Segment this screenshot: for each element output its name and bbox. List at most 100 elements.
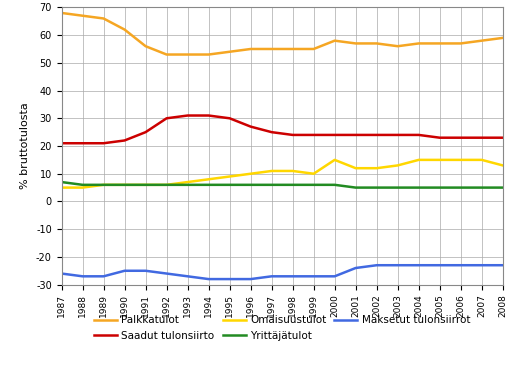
Yrittäjätulot xyxy=(164,183,170,187)
Omaisuustulot xyxy=(58,185,65,190)
Maksetut tulonsiirrot xyxy=(373,263,380,268)
Omaisuustulot xyxy=(227,174,233,179)
Legend: Palkkatulot, Saadut tulonsiirto, Omaisuustulot, Yrittäjätulot, Maksetut tulonsii: Palkkatulot, Saadut tulonsiirto, Omaisuu… xyxy=(94,315,470,340)
Saadut tulonsiirto xyxy=(248,124,254,129)
Omaisuustulot xyxy=(352,166,359,171)
Maksetut tulonsiirrot xyxy=(164,271,170,276)
Palkkatulot xyxy=(227,50,233,54)
Yrittäjätulot xyxy=(437,185,443,190)
Saadut tulonsiirto xyxy=(122,138,128,143)
Saadut tulonsiirto xyxy=(331,133,338,137)
Palkkatulot xyxy=(331,38,338,43)
Palkkatulot xyxy=(416,41,422,46)
Omaisuustulot xyxy=(373,166,380,171)
Omaisuustulot xyxy=(416,158,422,162)
Palkkatulot xyxy=(58,11,65,15)
Maksetut tulonsiirrot xyxy=(352,266,359,270)
Saadut tulonsiirto xyxy=(437,135,443,140)
Palkkatulot xyxy=(352,41,359,46)
Omaisuustulot xyxy=(289,169,295,173)
Yrittäjätulot xyxy=(80,183,86,187)
Palkkatulot xyxy=(289,47,295,51)
Y-axis label: % bruttotulosta: % bruttotulosta xyxy=(21,102,30,189)
Yrittäjätulot xyxy=(122,183,128,187)
Omaisuustulot xyxy=(500,163,506,168)
Line: Maksetut tulonsiirrot: Maksetut tulonsiirrot xyxy=(62,265,503,279)
Yrittäjätulot xyxy=(289,183,295,187)
Yrittäjätulot xyxy=(143,183,149,187)
Yrittäjätulot xyxy=(310,183,317,187)
Omaisuustulot xyxy=(479,158,485,162)
Saadut tulonsiirto xyxy=(416,133,422,137)
Yrittäjätulot xyxy=(185,183,191,187)
Maksetut tulonsiirrot xyxy=(248,277,254,281)
Yrittäjätulot xyxy=(373,185,380,190)
Maksetut tulonsiirrot xyxy=(101,274,107,279)
Yrittäjätulot xyxy=(227,183,233,187)
Maksetut tulonsiirrot xyxy=(479,263,485,268)
Omaisuustulot xyxy=(248,172,254,176)
Palkkatulot xyxy=(437,41,443,46)
Saadut tulonsiirto xyxy=(310,133,317,137)
Omaisuustulot xyxy=(310,172,317,176)
Palkkatulot xyxy=(248,47,254,51)
Omaisuustulot xyxy=(122,183,128,187)
Maksetut tulonsiirrot xyxy=(500,263,506,268)
Saadut tulonsiirto xyxy=(458,135,464,140)
Yrittäjätulot xyxy=(479,185,485,190)
Saadut tulonsiirto xyxy=(500,135,506,140)
Omaisuustulot xyxy=(164,183,170,187)
Maksetut tulonsiirrot xyxy=(310,274,317,279)
Palkkatulot xyxy=(164,52,170,57)
Palkkatulot xyxy=(500,36,506,40)
Saadut tulonsiirto xyxy=(269,130,275,134)
Omaisuustulot xyxy=(80,185,86,190)
Maksetut tulonsiirrot xyxy=(122,269,128,273)
Omaisuustulot xyxy=(331,158,338,162)
Yrittäjätulot xyxy=(500,185,506,190)
Omaisuustulot xyxy=(394,163,401,168)
Maksetut tulonsiirrot xyxy=(58,271,65,276)
Saadut tulonsiirto xyxy=(206,113,212,118)
Palkkatulot xyxy=(269,47,275,51)
Yrittäjätulot xyxy=(331,183,338,187)
Yrittäjätulot xyxy=(352,185,359,190)
Palkkatulot xyxy=(206,52,212,57)
Saadut tulonsiirto xyxy=(289,133,295,137)
Omaisuustulot xyxy=(458,158,464,162)
Yrittäjätulot xyxy=(416,185,422,190)
Palkkatulot xyxy=(122,27,128,32)
Maksetut tulonsiirrot xyxy=(80,274,86,279)
Palkkatulot xyxy=(394,44,401,48)
Line: Saadut tulonsiirto: Saadut tulonsiirto xyxy=(62,115,503,143)
Omaisuustulot xyxy=(143,183,149,187)
Omaisuustulot xyxy=(269,169,275,173)
Yrittäjätulot xyxy=(101,183,107,187)
Palkkatulot xyxy=(310,47,317,51)
Palkkatulot xyxy=(185,52,191,57)
Palkkatulot xyxy=(80,13,86,18)
Maksetut tulonsiirrot xyxy=(143,269,149,273)
Line: Palkkatulot: Palkkatulot xyxy=(62,13,503,54)
Line: Omaisuustulot: Omaisuustulot xyxy=(62,160,503,188)
Saadut tulonsiirto xyxy=(394,133,401,137)
Saadut tulonsiirto xyxy=(58,141,65,145)
Maksetut tulonsiirrot xyxy=(416,263,422,268)
Yrittäjätulot xyxy=(394,185,401,190)
Saadut tulonsiirto xyxy=(101,141,107,145)
Maksetut tulonsiirrot xyxy=(331,274,338,279)
Saadut tulonsiirto xyxy=(373,133,380,137)
Omaisuustulot xyxy=(101,183,107,187)
Maksetut tulonsiirrot xyxy=(227,277,233,281)
Maksetut tulonsiirrot xyxy=(289,274,295,279)
Palkkatulot xyxy=(458,41,464,46)
Yrittäjätulot xyxy=(206,183,212,187)
Palkkatulot xyxy=(479,38,485,43)
Omaisuustulot xyxy=(206,177,212,182)
Maksetut tulonsiirrot xyxy=(206,277,212,281)
Omaisuustulot xyxy=(185,180,191,184)
Saadut tulonsiirto xyxy=(143,130,149,134)
Palkkatulot xyxy=(101,16,107,21)
Palkkatulot xyxy=(373,41,380,46)
Palkkatulot xyxy=(143,44,149,48)
